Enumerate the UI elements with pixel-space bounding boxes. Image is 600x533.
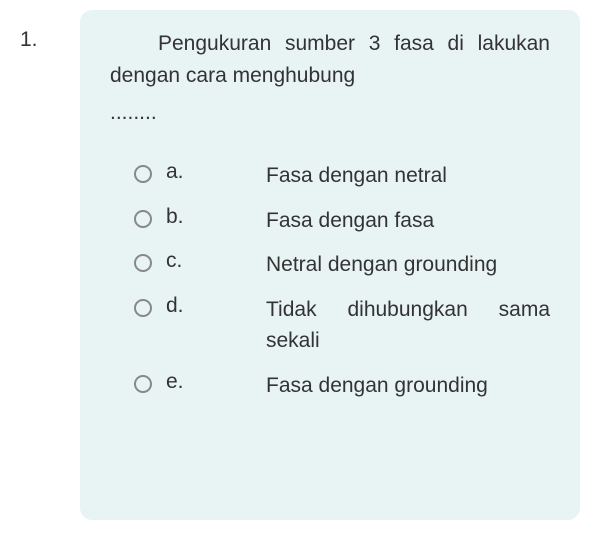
option-text: Tidak dihubungkan sama sekali xyxy=(266,294,550,357)
option-letter: e. xyxy=(166,370,266,394)
question-ellipsis: ........ xyxy=(110,101,550,125)
option-text: Netral dengan grounding xyxy=(266,249,550,281)
option-letter: b. xyxy=(166,205,266,229)
radio-icon[interactable] xyxy=(134,299,152,317)
radio-icon[interactable] xyxy=(134,375,152,393)
radio-icon[interactable] xyxy=(134,165,152,183)
question-text: Pengukuran sumber 3 fasa di lakukan deng… xyxy=(110,28,550,91)
option-row-a[interactable]: a. Fasa dengan netral xyxy=(134,160,550,192)
options-list: a. Fasa dengan netral b. Fasa dengan fas… xyxy=(110,160,550,401)
option-letter: c. xyxy=(166,249,266,273)
question-card: Pengukuran sumber 3 fasa di lakukan deng… xyxy=(80,10,580,520)
option-row-c[interactable]: c. Netral dengan grounding xyxy=(134,249,550,281)
option-row-b[interactable]: b. Fasa dengan fasa xyxy=(134,205,550,237)
radio-icon[interactable] xyxy=(134,210,152,228)
option-letter: a. xyxy=(166,160,266,184)
option-text: Fasa dengan fasa xyxy=(266,205,550,237)
option-text: Fasa dengan grounding xyxy=(266,370,550,402)
question-number: 1. xyxy=(20,10,80,52)
option-letter: d. xyxy=(166,294,266,318)
option-row-d[interactable]: d. Tidak dihubungkan sama sekali xyxy=(134,294,550,357)
option-text: Fasa dengan netral xyxy=(266,160,550,192)
question-container: 1. Pengukuran sumber 3 fasa di lakukan d… xyxy=(0,10,600,520)
option-row-e[interactable]: e. Fasa dengan grounding xyxy=(134,370,550,402)
radio-icon[interactable] xyxy=(134,254,152,272)
